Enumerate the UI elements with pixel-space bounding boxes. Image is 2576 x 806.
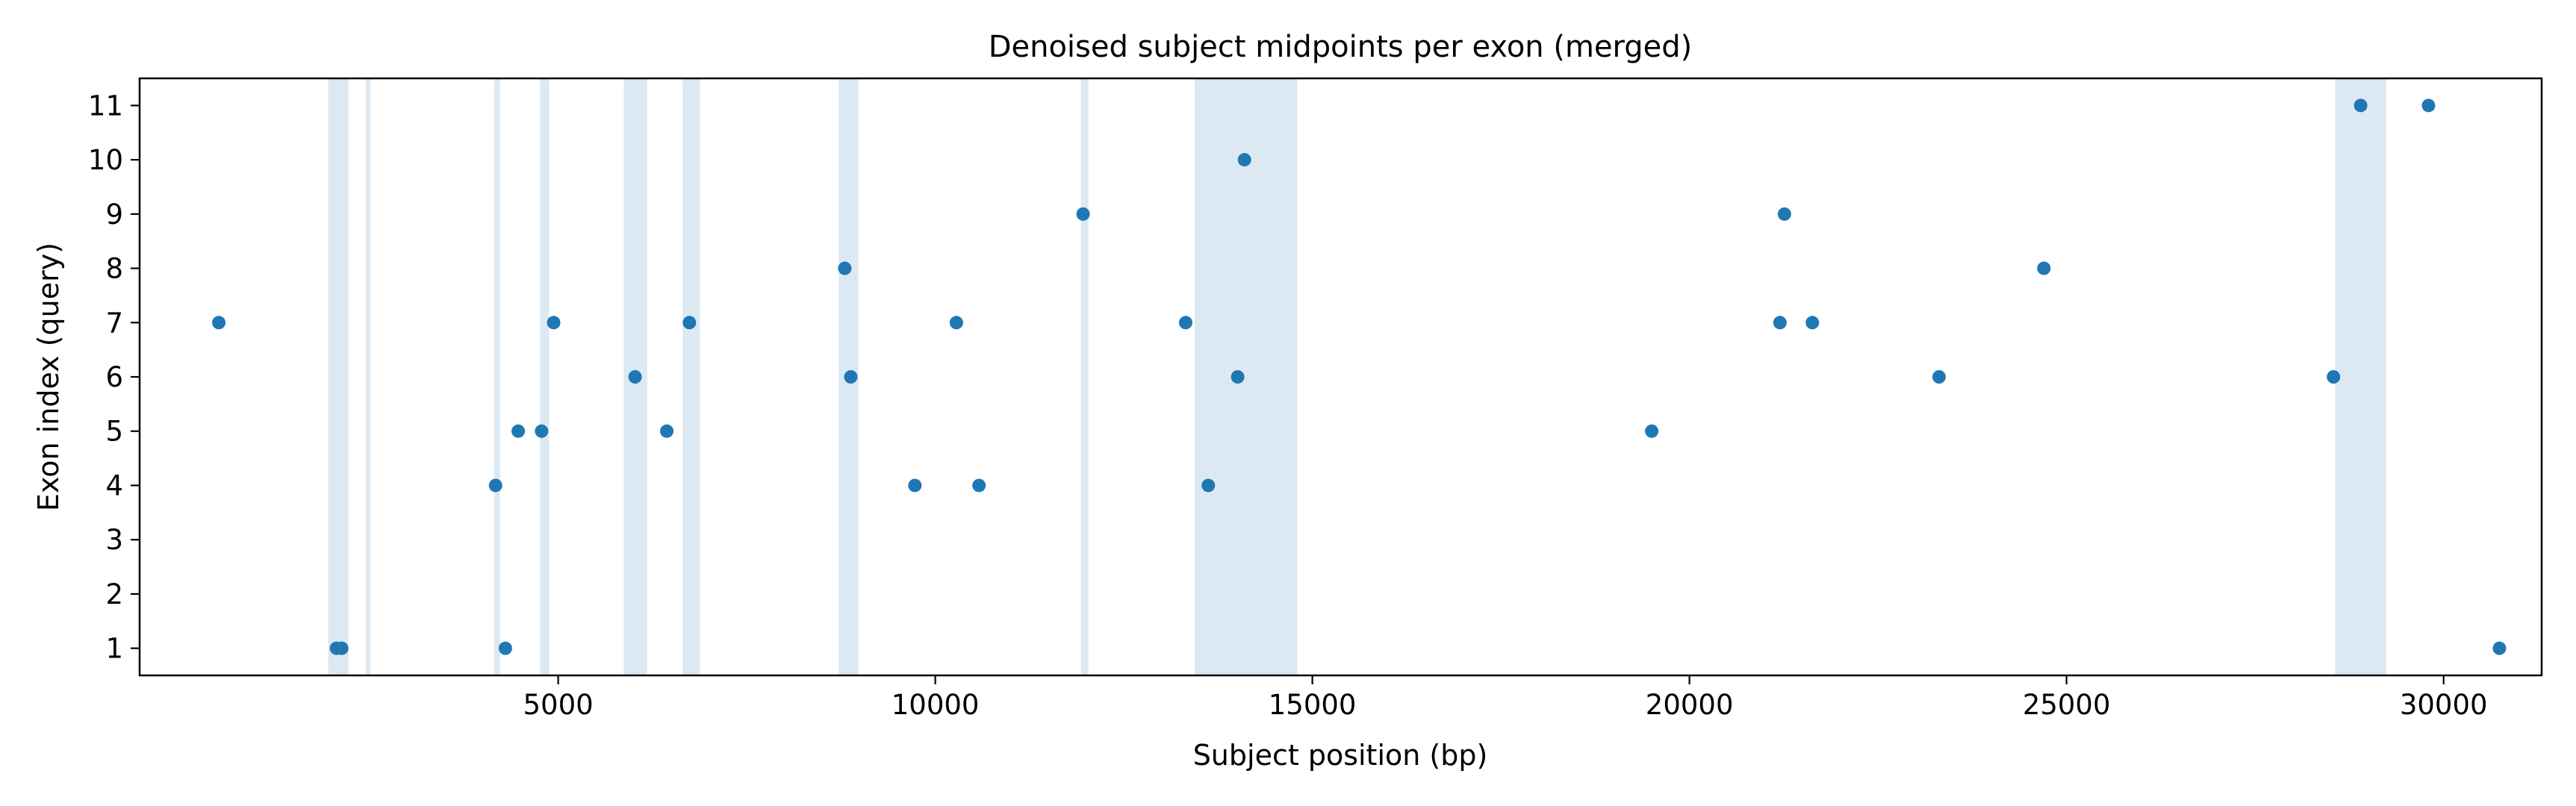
chart-title: Denoised subject midpoints per exon (mer… (989, 30, 1693, 64)
data-point (1805, 316, 1820, 330)
data-point (547, 316, 561, 330)
y-axis-label: Exon index (query) (32, 243, 65, 511)
data-point (212, 316, 226, 330)
x-axis-ticks: 5000 10000 15000 20000 25000 30000 (523, 675, 2488, 721)
y-tick-label: 4 (105, 469, 123, 502)
data-point (511, 424, 526, 438)
y-tick-label: 1 (105, 633, 123, 665)
data-point (2421, 99, 2436, 113)
data-point (498, 641, 512, 655)
data-point (972, 478, 986, 493)
data-point (682, 316, 697, 330)
data-point (1932, 370, 1946, 384)
data-point (2492, 641, 2507, 655)
data-points (212, 99, 2507, 655)
data-point (1237, 153, 1251, 167)
x-tick-label: 10000 (892, 689, 980, 721)
highlight-region (540, 78, 550, 675)
highlight-region (366, 78, 371, 675)
data-point (628, 370, 642, 384)
y-tick-label: 8 (105, 253, 123, 285)
data-point (1645, 424, 1659, 438)
y-tick-label: 9 (105, 199, 123, 231)
y-tick-label: 11 (88, 90, 123, 122)
x-tick-label: 20000 (1646, 689, 1734, 721)
y-tick-label: 2 (105, 578, 123, 610)
y-tick-label: 6 (105, 361, 123, 393)
x-tick-label: 30000 (2400, 689, 2488, 721)
highlight-region (1080, 78, 1089, 675)
y-tick-label: 10 (88, 144, 123, 176)
data-point (1178, 316, 1192, 330)
y-axis-ticks: 1 2 3 4 5 6 7 8 9 10 11 (88, 90, 140, 665)
data-point (1773, 316, 1787, 330)
x-tick-label: 15000 (1269, 689, 1357, 721)
data-point (2353, 99, 2368, 113)
data-point (1777, 207, 1791, 221)
data-point (949, 316, 963, 330)
data-point (908, 478, 922, 493)
highlight-region (682, 78, 700, 675)
highlight-region (1195, 78, 1298, 675)
data-point (838, 261, 852, 275)
data-point (1076, 207, 1090, 221)
data-point (1201, 478, 1216, 493)
data-point (2327, 370, 2341, 384)
data-point (1231, 370, 1245, 384)
x-tick-label: 5000 (523, 689, 593, 721)
data-point (488, 478, 503, 493)
y-tick-label: 5 (105, 416, 123, 448)
highlight-region (328, 78, 349, 675)
data-point (535, 424, 549, 438)
highlighted-regions (328, 78, 2386, 675)
y-tick-label: 3 (105, 524, 123, 556)
y-tick-label: 7 (105, 307, 123, 339)
data-point (335, 641, 349, 655)
x-axis-label: Subject position (bp) (1193, 739, 1488, 772)
highlight-region (2335, 78, 2386, 675)
data-point (660, 424, 674, 438)
x-tick-label: 25000 (2023, 689, 2111, 721)
data-point (2037, 261, 2051, 275)
highlight-region (494, 78, 500, 675)
data-point (844, 370, 858, 384)
